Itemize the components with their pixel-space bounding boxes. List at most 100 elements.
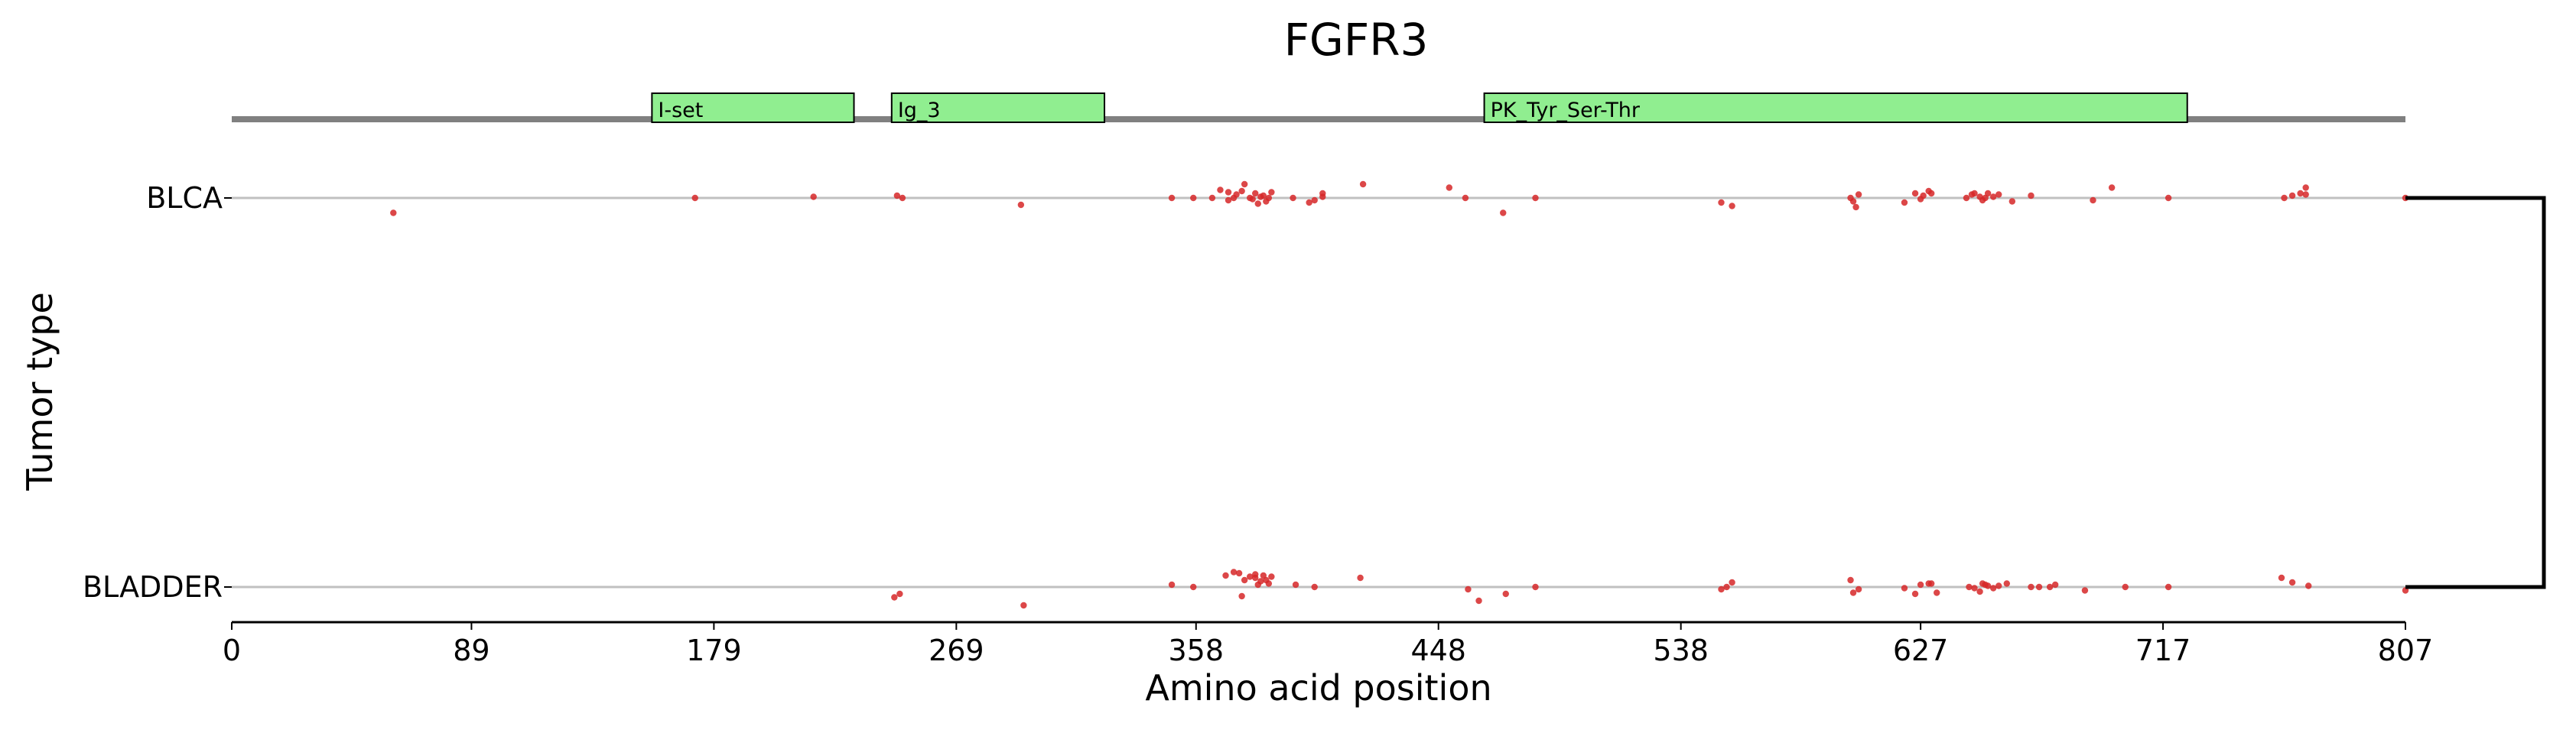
mutation-point bbox=[1311, 583, 1318, 591]
mutation-point bbox=[1927, 580, 1935, 587]
mutation-point bbox=[1246, 573, 1254, 580]
x-tick-label: 807 bbox=[2378, 634, 2434, 667]
mutation-point bbox=[2008, 198, 2016, 205]
track-layer: BLCA BLADDER bbox=[83, 181, 2405, 604]
domain-label: I-set bbox=[658, 99, 703, 122]
mutation-point bbox=[1500, 209, 1507, 216]
mutation-point bbox=[1966, 583, 1973, 591]
mutation-point bbox=[1995, 582, 2002, 589]
mutation-point bbox=[1917, 581, 1924, 589]
domain-label: PK_Tyr_Ser-Thr bbox=[1491, 99, 1641, 122]
mutation-point bbox=[1017, 201, 1025, 209]
mutation-point bbox=[1306, 199, 1312, 206]
mutation-point bbox=[2003, 580, 2010, 587]
mutation-point bbox=[1911, 190, 1919, 197]
mutation-point bbox=[1723, 583, 1730, 591]
x-tick-label: 538 bbox=[1653, 634, 1709, 667]
mutation-point bbox=[899, 194, 906, 202]
chart-title: FGFR3 bbox=[1284, 14, 1429, 66]
mutation-point bbox=[891, 594, 898, 601]
dendrogram-bracket bbox=[2405, 196, 2546, 589]
domain-box bbox=[1483, 92, 2188, 123]
mutation-point bbox=[1976, 588, 1983, 595]
mutation-point bbox=[2122, 583, 2129, 591]
mutation-point bbox=[1855, 585, 1862, 593]
mutation-point bbox=[2302, 191, 2309, 198]
mutation-point bbox=[1265, 580, 1273, 587]
mutation-point bbox=[1268, 573, 1275, 580]
mutation-point bbox=[1718, 199, 1725, 206]
mutation-point bbox=[1020, 602, 1027, 609]
x-tick-label: 448 bbox=[1410, 634, 1466, 667]
mutation-point bbox=[2281, 194, 2288, 202]
x-tick-label: 358 bbox=[1168, 634, 1224, 667]
mutation-point bbox=[1532, 194, 1539, 202]
mutation-point bbox=[1446, 184, 1453, 191]
mutation-point bbox=[1233, 191, 1240, 198]
mutation-point bbox=[1462, 194, 1469, 202]
mutation-point bbox=[893, 192, 901, 199]
mutation-point bbox=[2297, 190, 2304, 197]
mutation-point bbox=[1265, 194, 1273, 202]
mutation-point bbox=[810, 193, 817, 200]
mutation-point bbox=[1254, 200, 1261, 207]
mutation-point bbox=[1238, 187, 1245, 195]
mutation-point bbox=[2108, 184, 2116, 191]
x-tick-label: 0 bbox=[223, 634, 241, 667]
mutation-point bbox=[2165, 583, 2172, 591]
x-axis-label: Amino acid position bbox=[1145, 667, 1491, 709]
x-tick-label: 269 bbox=[929, 634, 984, 667]
mutation-point bbox=[1319, 190, 1326, 197]
mutation-point bbox=[1208, 194, 1216, 202]
x-tick-label: 627 bbox=[1893, 634, 1949, 667]
mutation-point bbox=[1971, 190, 1978, 197]
mutation-point bbox=[2051, 581, 2059, 589]
mutation-point bbox=[1995, 191, 2002, 198]
mutation-point bbox=[1257, 578, 1264, 585]
mutation-point bbox=[1849, 589, 1857, 596]
mutation-point bbox=[2090, 196, 2096, 204]
mutation-point bbox=[896, 590, 903, 598]
mutation-point bbox=[2035, 583, 2043, 591]
mutation-point bbox=[1729, 579, 1735, 586]
mutation-point bbox=[1920, 192, 1927, 199]
mutation-point bbox=[1718, 585, 1725, 593]
mutation-point bbox=[2081, 587, 2089, 594]
mutation-point bbox=[1989, 585, 1997, 592]
mutation-point bbox=[1849, 198, 1857, 205]
track-label: BLCA bbox=[146, 181, 223, 215]
mutation-point bbox=[1984, 582, 1992, 589]
mutation-point bbox=[1235, 569, 1243, 577]
mutation-point bbox=[2278, 574, 2285, 582]
mutation-point bbox=[1901, 585, 1908, 592]
mutation-point bbox=[1934, 589, 1940, 596]
mutation-point bbox=[2288, 579, 2296, 586]
domain-box bbox=[890, 92, 1106, 123]
mutation-point bbox=[1241, 180, 1248, 188]
mutation-point bbox=[2302, 184, 2309, 191]
mutation-point bbox=[1292, 581, 1299, 589]
mutation-point bbox=[1847, 576, 1854, 584]
mutation-point bbox=[1249, 196, 1256, 203]
mutation-point bbox=[1989, 193, 1997, 200]
mutation-point bbox=[390, 209, 397, 216]
mutation-point bbox=[2028, 583, 2034, 591]
domain-layer: I-set Ig_3 PK_Tyr_Ser-Thr bbox=[651, 92, 2188, 123]
mutation-point bbox=[1217, 186, 1224, 193]
mutation-point bbox=[1268, 189, 1275, 196]
mutation-point bbox=[1911, 590, 1919, 598]
mutation-point bbox=[1230, 569, 1238, 576]
mutation-point bbox=[1852, 203, 1859, 211]
mutation-point bbox=[1241, 576, 1248, 584]
mutation-point bbox=[1168, 194, 1176, 202]
mutation-point bbox=[1225, 189, 1232, 196]
x-tick-label: 717 bbox=[2135, 634, 2191, 667]
mutation-point bbox=[1963, 194, 1970, 202]
mutation-point bbox=[1927, 190, 1935, 197]
mutation-point bbox=[1465, 585, 1472, 593]
mutation-point bbox=[1190, 583, 1197, 591]
mutation-point bbox=[2165, 194, 2172, 202]
mutation-point bbox=[1190, 194, 1197, 202]
mutation-point bbox=[2305, 582, 2312, 589]
